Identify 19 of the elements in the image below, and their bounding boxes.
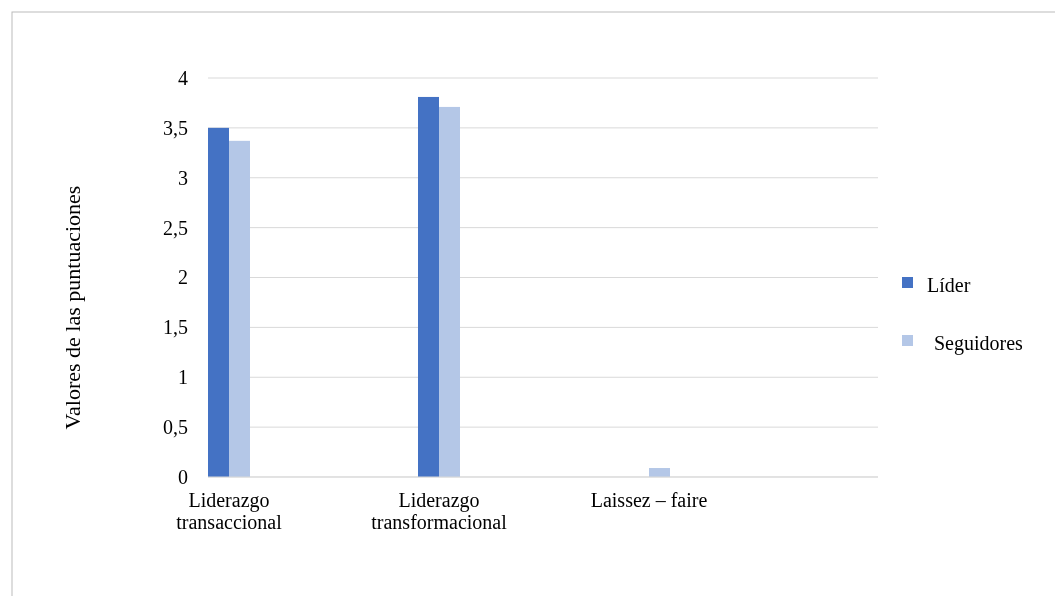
bar: [208, 127, 229, 477]
bar: [418, 96, 439, 477]
y-axis-title: Valores de las puntuaciones: [60, 185, 85, 430]
x-tick-label: Liderazgo transformacional: [371, 489, 508, 533]
x-tick-label: Laissez – faire: [590, 489, 708, 511]
y-tick-label: 3: [178, 166, 188, 189]
y-tick-label: 1: [178, 366, 188, 389]
y-tick-label: 1,5: [163, 316, 188, 339]
y-tick-label: 3,5: [163, 116, 188, 139]
bar: [439, 106, 460, 477]
legend-label: Líder: [927, 274, 971, 296]
y-tick-label: 2,5: [163, 216, 188, 239]
bar: [229, 140, 250, 477]
y-tick-label: 4: [178, 66, 188, 89]
y-tick-label: 0: [178, 465, 188, 488]
legend-label: Seguidores: [934, 332, 1024, 355]
y-tick-label: 0,5: [163, 416, 188, 439]
x-tick-label: Liderazgo transaccional: [176, 489, 283, 533]
y-tick-label: 2: [178, 266, 188, 289]
